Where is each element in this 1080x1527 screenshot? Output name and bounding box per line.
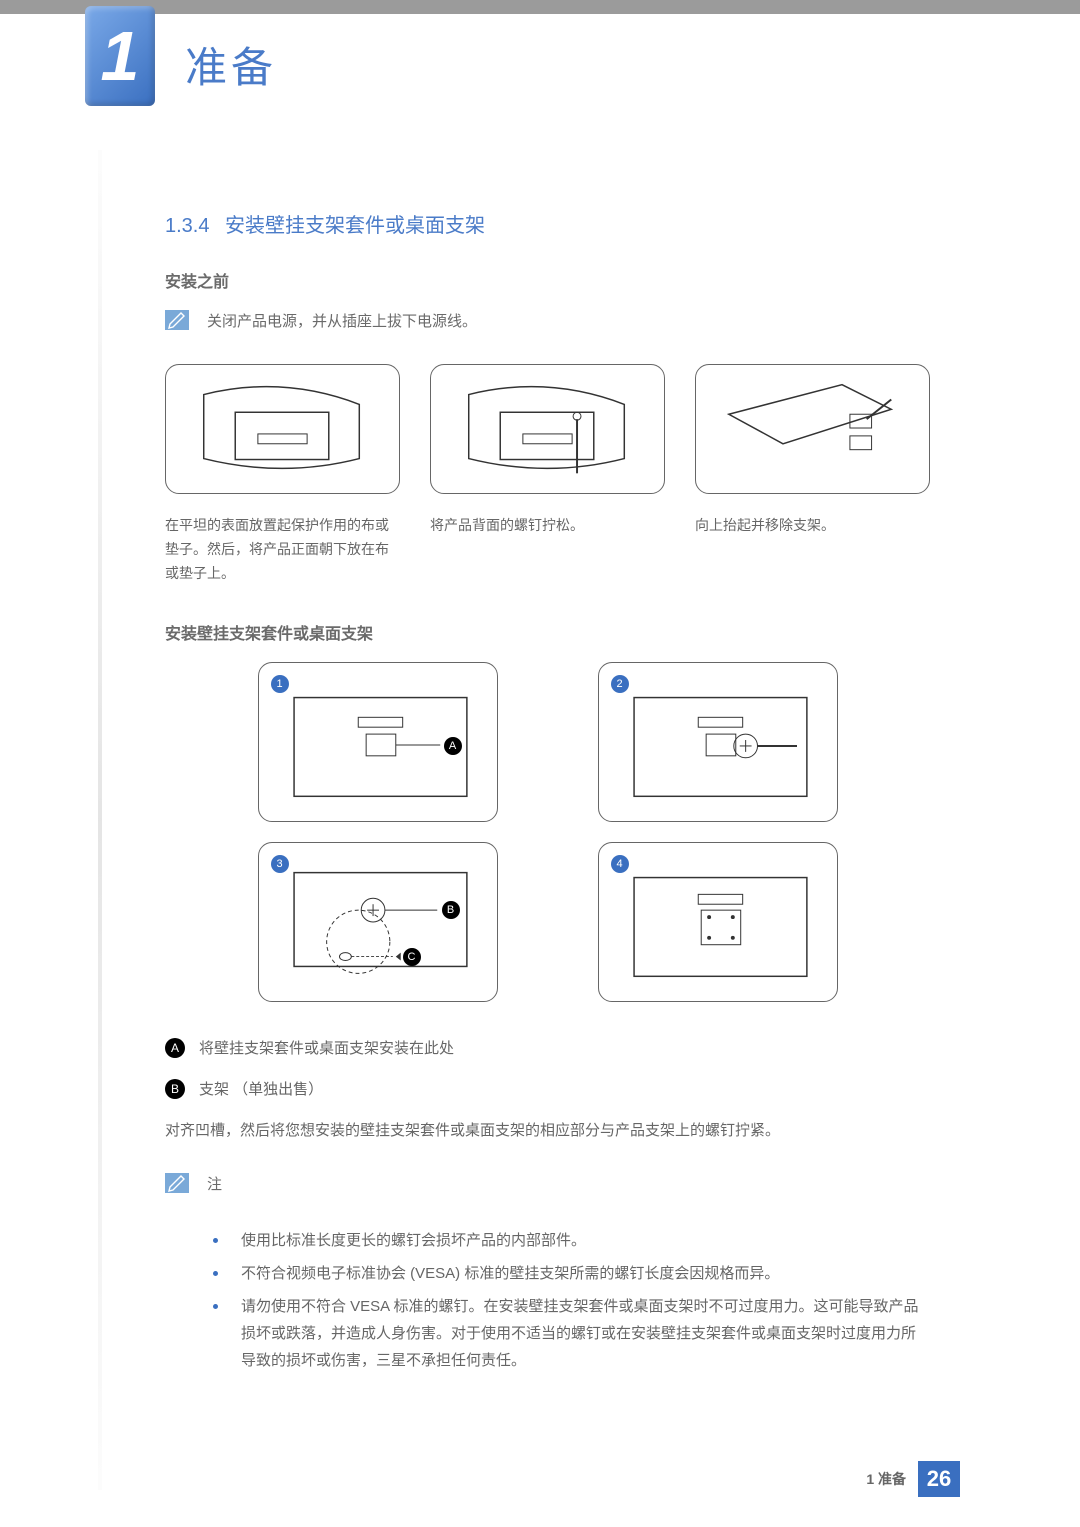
item-A-text: 将壁挂支架套件或桌面支架安装在此处 xyxy=(199,1037,454,1058)
left-edge-shadow xyxy=(98,150,102,1490)
panel-number-4: 4 xyxy=(611,855,629,873)
note-row: 关闭产品电源，并从插座上拔下电源线。 xyxy=(165,310,930,334)
subheading-install: 安装壁挂支架套件或桌面支架 xyxy=(165,620,930,644)
chapter-badge: 1 xyxy=(85,6,155,106)
step-1-caption: 在平坦的表面放置起保护作用的布或垫子。然后，将产品正面朝下放在布或垫子上。 xyxy=(165,514,400,585)
panel-remove-stand xyxy=(695,364,930,494)
bullet-1: 使用比标准长度更长的螺钉会损坏产品的内部部件。 xyxy=(213,1227,930,1254)
install-panel-3: 3 B C xyxy=(258,842,498,1002)
bullet-3: 请勿使用不符合 VESA 标准的螺钉。在安装壁挂支架套件或桌面支架时不可过度用力… xyxy=(213,1293,930,1374)
top-bar xyxy=(0,0,1080,14)
note-before-text: 关闭产品电源，并从插座上拔下电源线。 xyxy=(207,310,477,334)
step-2-caption: 将产品背面的螺钉拧松。 xyxy=(430,514,665,585)
item-B-text: 支架 （单独出售） xyxy=(199,1078,323,1099)
label-A-dot: A xyxy=(165,1038,185,1058)
install-panel-1: 1 A xyxy=(258,662,498,822)
label-A-marker: A xyxy=(444,737,462,755)
install-panel-4: 4 xyxy=(598,842,838,1002)
panel-unscrew xyxy=(430,364,665,494)
subheading-before: 安装之前 xyxy=(165,268,930,292)
label-B-dot: B xyxy=(165,1079,185,1099)
bullet-2: 不符合视频电子标准协会 (VESA) 标准的壁挂支架所需的螺钉长度会因规格而异。 xyxy=(213,1260,930,1287)
panel-number-3: 3 xyxy=(271,855,289,873)
note-row-2: 注 xyxy=(165,1173,930,1197)
section-heading: 1.3.4 安装壁挂支架套件或桌面支架 xyxy=(165,209,930,238)
label-C-marker: C xyxy=(403,948,421,966)
warning-bullets: 使用比标准长度更长的螺钉会损坏产品的内部部件。 不符合视频电子标准协会 (VES… xyxy=(213,1227,930,1374)
pencil-note-icon xyxy=(165,310,189,330)
label-B-marker: B xyxy=(442,901,460,919)
footer-label: 1 准备 xyxy=(866,1469,906,1489)
footer: 1 准备 26 xyxy=(866,1461,960,1497)
panel-number-2: 2 xyxy=(611,675,629,693)
panel-number-1: 1 xyxy=(271,675,289,693)
three-panels xyxy=(165,364,930,494)
step-3-caption: 向上抬起并移除支架。 xyxy=(695,514,930,585)
chapter-number: 1 xyxy=(101,16,140,96)
section-number: 1.3.4 xyxy=(165,215,209,237)
panel-cloth xyxy=(165,364,400,494)
section-title: 安装壁挂支架套件或桌面支架 xyxy=(225,215,485,237)
note-label: 注 xyxy=(207,1173,222,1197)
pencil-note-icon-2 xyxy=(165,1173,189,1193)
align-paragraph: 对齐凹槽，然后将您想安装的壁挂支架套件或桌面支架的相应部分与产品支架上的螺钉拧紧… xyxy=(165,1119,930,1143)
chapter-title: 准备 xyxy=(185,34,277,95)
page-number: 26 xyxy=(918,1461,960,1497)
four-panel-grid: 1 A 2 3 B C 4 xyxy=(165,662,930,1002)
install-panel-2: 2 xyxy=(598,662,838,822)
